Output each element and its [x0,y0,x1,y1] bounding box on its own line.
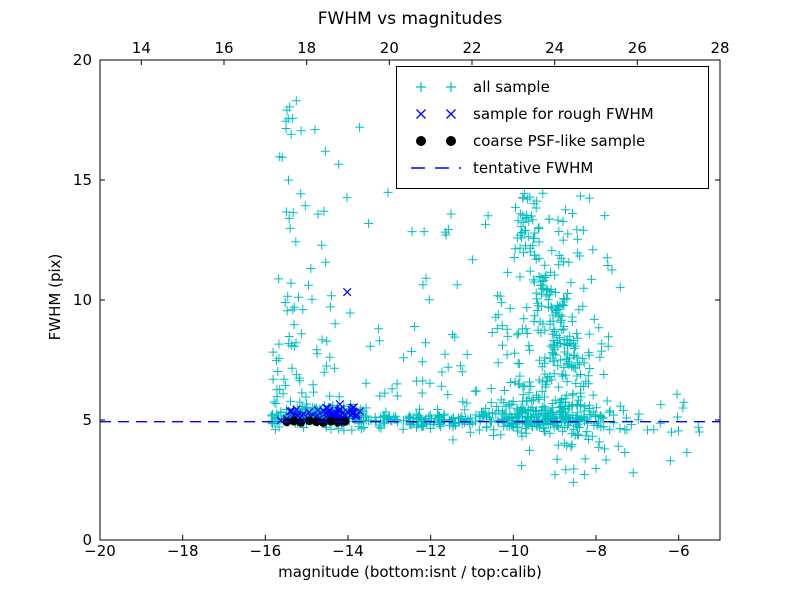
y-tick-label: 5 [82,411,92,429]
y-tick-label: 10 [72,291,92,309]
x-tick-label-top: 20 [379,39,399,57]
x-tick-label-bottom: −18 [166,542,199,560]
x-tick-label-top: 14 [131,39,151,57]
x-axis-label: magnitude (bottom:isnt / top:calib) [278,563,542,581]
x-tick-label-bottom: −12 [414,542,447,560]
x-tick-label-bottom: −10 [497,542,530,560]
x-tick-label-top: 16 [214,39,234,57]
x-tick-label-top: 26 [627,39,647,57]
x-tick-label-bottom: −8 [584,542,608,560]
legend-item: tentative FWHM [405,154,708,181]
plus-legend-marker-icon [416,81,456,92]
dot-legend-marker-icon [416,135,456,146]
x-tick-label-top: 22 [462,39,482,57]
x-tick-label-top: 18 [297,39,317,57]
legend-label: sample for rough FWHM [473,104,654,123]
legend: all sample sample for rough FWHM coarse PS… [396,66,709,189]
y-tick-label: 20 [72,51,92,69]
x-tick-label-bottom: −6 [667,542,690,560]
x-tick-label-bottom: −14 [332,542,364,560]
tick-marks [99,59,721,541]
x-tick-label-bottom: −20 [84,542,116,560]
legend-label: coarse PSF-like sample [473,131,646,150]
legend-item: sample for rough FWHM [405,100,708,127]
legend-label: tentative FWHM [473,158,594,177]
dashes-legend-marker-icon [411,166,461,169]
legend-item: all sample [405,73,708,100]
legend-label: all sample [473,77,550,96]
x-legend-marker-icon [416,108,456,119]
x-tick-label-top: 28 [710,39,730,57]
y-tick-label: 0 [82,531,92,549]
chart-title: FWHM vs magnitudes [317,9,503,29]
x-tick-label-bottom: −16 [249,542,282,560]
x-tick-label-top: 24 [545,39,565,57]
y-tick-label: 15 [72,171,92,189]
legend-item: coarse PSF-like sample [405,127,708,154]
